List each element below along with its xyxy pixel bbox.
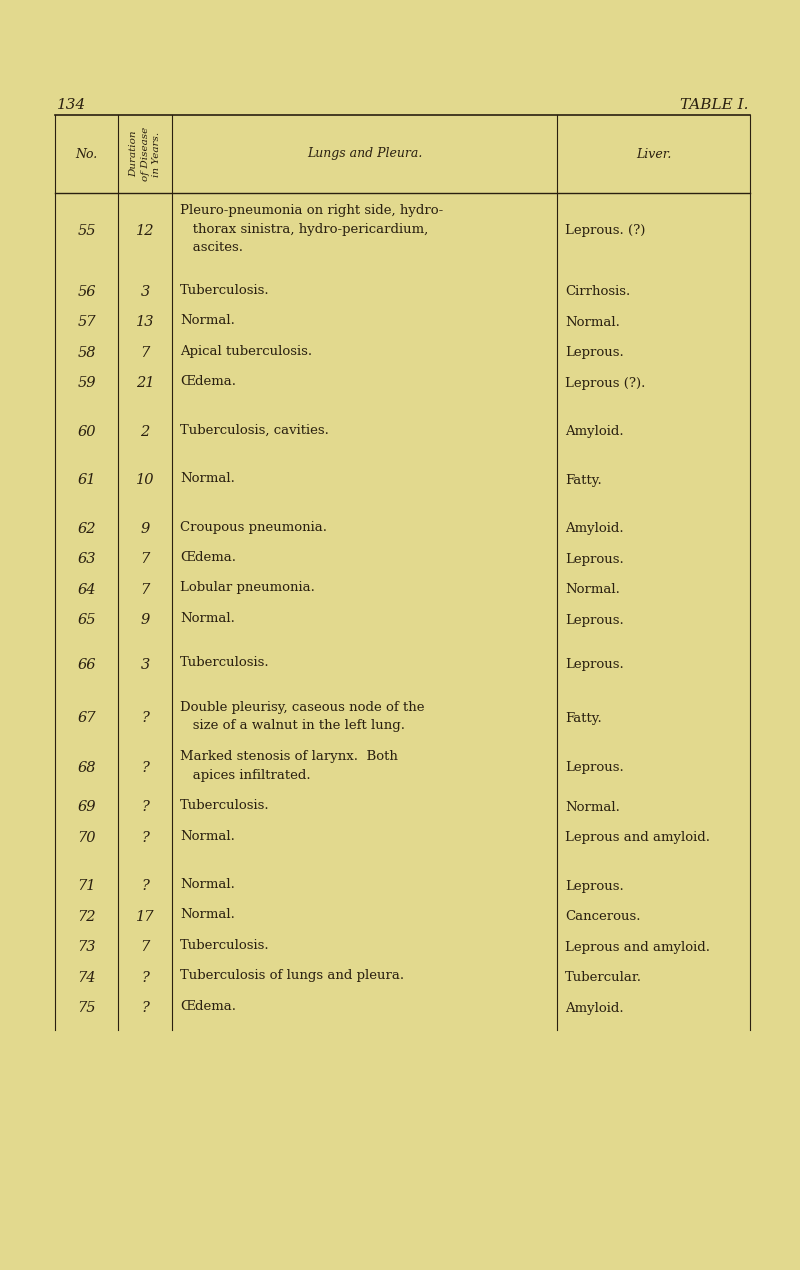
- Text: 63: 63: [78, 552, 96, 566]
- Text: No.: No.: [75, 147, 98, 160]
- Text: Leprous and amyloid.: Leprous and amyloid.: [565, 941, 710, 954]
- Text: 58: 58: [78, 345, 96, 359]
- Text: 72: 72: [78, 909, 96, 923]
- Text: Œdema.: Œdema.: [180, 551, 236, 564]
- Text: Tuberculosis.: Tuberculosis.: [180, 283, 270, 296]
- Text: 13: 13: [136, 315, 154, 329]
- Text: 7: 7: [140, 583, 150, 597]
- Text: Tuberculosis.: Tuberculosis.: [180, 657, 270, 669]
- Text: Normal.: Normal.: [565, 316, 620, 329]
- Text: Fatty.: Fatty.: [565, 474, 602, 486]
- Text: Cancerous.: Cancerous.: [565, 911, 641, 923]
- Text: 74: 74: [78, 970, 96, 984]
- Text: ascites.: ascites.: [180, 241, 243, 254]
- Text: 69: 69: [78, 800, 96, 814]
- Text: Lungs and Pleura.: Lungs and Pleura.: [307, 147, 422, 160]
- Text: 7: 7: [140, 345, 150, 359]
- Text: Leprous.: Leprous.: [565, 658, 624, 672]
- Text: 7: 7: [140, 940, 150, 954]
- Text: ?: ?: [141, 711, 149, 725]
- Text: Lobular pneumonia.: Lobular pneumonia.: [180, 582, 315, 594]
- Text: Leprous.: Leprous.: [565, 761, 624, 773]
- Text: Tuberculosis of lungs and pleura.: Tuberculosis of lungs and pleura.: [180, 969, 404, 983]
- Text: Double pleurisy, caseous node of the: Double pleurisy, caseous node of the: [180, 701, 425, 714]
- Text: ?: ?: [141, 879, 149, 893]
- Text: Leprous. (?): Leprous. (?): [565, 225, 646, 237]
- Text: Leprous.: Leprous.: [565, 613, 624, 627]
- Text: size of a walnut in the left lung.: size of a walnut in the left lung.: [180, 720, 405, 733]
- Text: Normal.: Normal.: [180, 314, 235, 326]
- Text: 3: 3: [140, 284, 150, 298]
- Text: 68: 68: [78, 761, 96, 775]
- Text: Marked stenosis of larynx.  Both: Marked stenosis of larynx. Both: [180, 751, 398, 763]
- Text: Leprous and amyloid.: Leprous and amyloid.: [565, 832, 710, 845]
- Text: Pleuro-pneumonia on right side, hydro-: Pleuro-pneumonia on right side, hydro-: [180, 204, 443, 217]
- Text: TABLE I.: TABLE I.: [679, 98, 748, 112]
- Text: Tubercular.: Tubercular.: [565, 972, 642, 984]
- Text: thorax sinistra, hydro-pericardium,: thorax sinistra, hydro-pericardium,: [180, 222, 428, 235]
- Text: Leprous (?).: Leprous (?).: [565, 377, 646, 390]
- Text: Liver.: Liver.: [636, 147, 671, 160]
- Text: ?: ?: [141, 970, 149, 984]
- Text: 57: 57: [78, 315, 96, 329]
- Text: 75: 75: [78, 1001, 96, 1015]
- Text: Leprous.: Leprous.: [565, 347, 624, 359]
- Text: 67: 67: [78, 711, 96, 725]
- Text: Tuberculosis, cavities.: Tuberculosis, cavities.: [180, 423, 329, 437]
- Text: 21: 21: [136, 376, 154, 390]
- Text: 56: 56: [78, 284, 96, 298]
- Text: 12: 12: [136, 224, 154, 237]
- Text: ?: ?: [141, 800, 149, 814]
- Text: 2: 2: [140, 424, 150, 438]
- Text: 17: 17: [136, 909, 154, 923]
- Text: 10: 10: [136, 474, 154, 488]
- Text: 71: 71: [78, 879, 96, 893]
- Text: Œdema.: Œdema.: [180, 999, 236, 1013]
- Text: 55: 55: [78, 224, 96, 237]
- Text: Normal.: Normal.: [565, 801, 620, 814]
- Text: 60: 60: [78, 424, 96, 438]
- Text: 134: 134: [57, 98, 86, 112]
- Text: 9: 9: [140, 613, 150, 627]
- Text: Tuberculosis.: Tuberculosis.: [180, 939, 270, 952]
- Text: apices infiltrated.: apices infiltrated.: [180, 768, 310, 781]
- Text: Apical tuberculosis.: Apical tuberculosis.: [180, 344, 312, 357]
- Text: ?: ?: [141, 831, 149, 845]
- Text: Amyloid.: Amyloid.: [565, 522, 624, 535]
- Text: Cirrhosis.: Cirrhosis.: [565, 286, 630, 298]
- Text: 66: 66: [78, 658, 96, 672]
- Text: Duration
of Disease
in Years.: Duration of Disease in Years.: [130, 127, 161, 182]
- Text: Normal.: Normal.: [565, 583, 620, 596]
- Text: 62: 62: [78, 522, 96, 536]
- Text: Leprous.: Leprous.: [565, 880, 624, 893]
- Text: Leprous.: Leprous.: [565, 552, 624, 565]
- Text: Normal.: Normal.: [180, 908, 235, 922]
- Text: 7: 7: [140, 552, 150, 566]
- Text: 61: 61: [78, 474, 96, 488]
- Text: Œdema.: Œdema.: [180, 375, 236, 389]
- Text: Normal.: Normal.: [180, 829, 235, 842]
- Text: ?: ?: [141, 1001, 149, 1015]
- Text: Normal.: Normal.: [180, 472, 235, 485]
- Text: ?: ?: [141, 761, 149, 775]
- Text: Amyloid.: Amyloid.: [565, 1002, 624, 1015]
- Text: 3: 3: [140, 658, 150, 672]
- Text: Tuberculosis.: Tuberculosis.: [180, 799, 270, 812]
- Text: 65: 65: [78, 613, 96, 627]
- Text: 59: 59: [78, 376, 96, 390]
- Text: Croupous pneumonia.: Croupous pneumonia.: [180, 521, 327, 533]
- Text: Amyloid.: Amyloid.: [565, 425, 624, 438]
- Text: Normal.: Normal.: [180, 612, 235, 625]
- Text: 9: 9: [140, 522, 150, 536]
- Text: 64: 64: [78, 583, 96, 597]
- Text: 70: 70: [78, 831, 96, 845]
- Text: Normal.: Normal.: [180, 878, 235, 892]
- Text: 73: 73: [78, 940, 96, 954]
- Text: Fatty.: Fatty.: [565, 712, 602, 725]
